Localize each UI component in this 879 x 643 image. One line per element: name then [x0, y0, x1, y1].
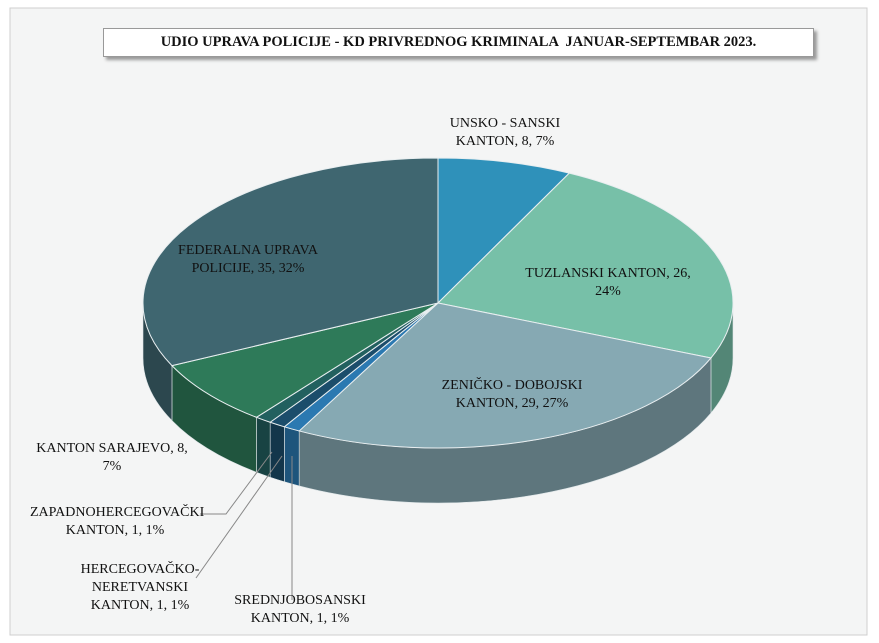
- data-label: SREDNJOBOSANSKI KANTON, 1, 1%: [234, 593, 366, 626]
- data-label: FEDERALNA UPRAVA POLICIJE, 35, 32%: [178, 243, 318, 276]
- data-label: TUZLANSKI KANTON, 26, 24%: [525, 266, 691, 299]
- chart-title: UDIO UPRAVA POLICIJE - KD PRIVREDNOG KRI…: [103, 28, 814, 57]
- pie: [142, 157, 734, 504]
- leader-lines: [195, 451, 293, 600]
- leader-line: [195, 455, 283, 579]
- data-label: KANTON SARAJEVO, 8, 7%: [36, 441, 188, 474]
- slice: [437, 157, 571, 305]
- data-label: ZENIČKO - DOBOJSKI KANTON, 29, 27%: [441, 378, 583, 411]
- data-label: UNSKO - SANSKI KANTON, 8, 7%: [449, 116, 561, 149]
- slice-side: [269, 421, 285, 483]
- slice: [170, 302, 439, 418]
- leader-line: [200, 451, 273, 515]
- data-label: HERCEGOVAČKO-NERETVANSKI KANTON, 1, 1%: [80, 562, 200, 613]
- slice-side: [256, 416, 271, 478]
- slice: [298, 302, 712, 449]
- slice: [436, 172, 734, 359]
- slice: [142, 157, 439, 367]
- data-label: ZAPADNOHERCEGOVAČKI KANTON, 1, 1%: [30, 505, 205, 538]
